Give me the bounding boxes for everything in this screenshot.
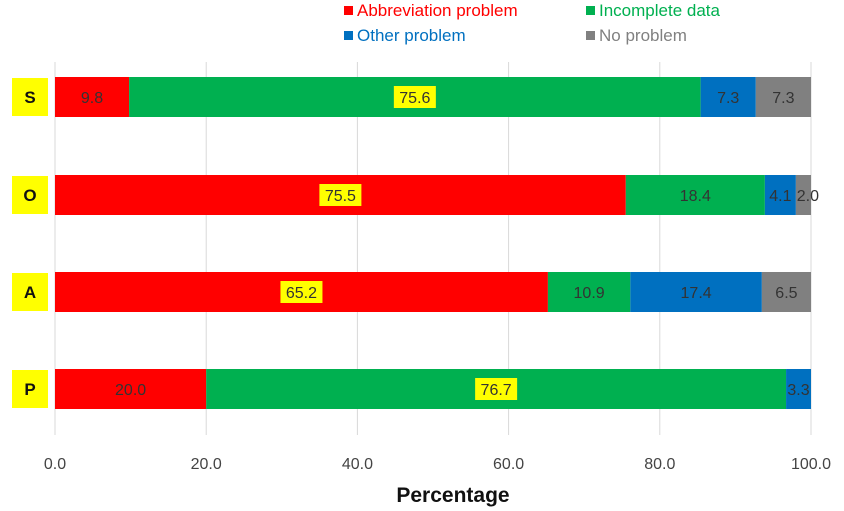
bar-segment (55, 77, 130, 117)
data-label: 2.0 (797, 188, 819, 205)
data-label: 17.4 (681, 285, 712, 302)
bar-segment (764, 175, 796, 215)
data-label: 6.5 (775, 285, 797, 302)
data-label: 3.3 (787, 382, 809, 399)
data-label-highlight (280, 281, 323, 303)
category-label-background (12, 78, 48, 116)
data-label: 4.1 (769, 188, 791, 205)
category-label: O (23, 186, 36, 205)
x-tick-label: 0.0 (44, 456, 66, 473)
data-label: 75.6 (399, 90, 430, 107)
data-label: 20.0 (115, 382, 146, 399)
data-label: 10.9 (574, 285, 605, 302)
legend-item: Incomplete data (586, 1, 721, 20)
bar-segment (795, 175, 811, 215)
legend-label: Other problem (357, 26, 466, 45)
legend-label: Incomplete data (599, 1, 721, 20)
x-tick-label: 100.0 (791, 456, 831, 473)
legend-swatch (344, 31, 353, 40)
bar-segment (547, 272, 631, 312)
category-label: A (24, 283, 36, 302)
bar-segment (700, 77, 756, 117)
bar-segment (630, 272, 762, 312)
category-labels: S O A P (12, 78, 48, 408)
x-tick-label: 40.0 (342, 456, 373, 473)
legend-item: Other problem (344, 26, 466, 45)
bars: 9.8 75.6 7.3 7.3 75.5 18.4 4.1 2.0 65.2 10.9 17.4 6… (55, 77, 819, 409)
bar-segment (755, 77, 811, 117)
legend-swatch (586, 6, 595, 15)
bar-segment (786, 369, 811, 409)
x-tick-labels: 0.0 20.0 40.0 60.0 80.0 100.0 (44, 456, 831, 473)
category-label-background (12, 370, 48, 408)
category-label: S (24, 88, 35, 107)
x-tick-label: 20.0 (191, 456, 222, 473)
legend-label: Abbreviation problem (357, 1, 518, 20)
data-label-highlight (475, 378, 518, 400)
category-label: P (24, 380, 35, 399)
legend-item: No problem (586, 26, 687, 45)
category-label-background (12, 176, 48, 214)
data-label-highlight (319, 184, 362, 206)
data-label: 7.3 (772, 90, 794, 107)
x-axis-title: Percentage (396, 484, 509, 507)
legend-item: Abbreviation problem (344, 1, 518, 20)
x-tick-label: 80.0 (644, 456, 675, 473)
legend-swatch (586, 31, 595, 40)
bar-segment (761, 272, 811, 312)
legend-label: No problem (599, 26, 687, 45)
data-label: 65.2 (286, 285, 317, 302)
data-label: 76.7 (481, 382, 512, 399)
data-label: 7.3 (717, 90, 739, 107)
bar-segment (625, 175, 765, 215)
data-label: 75.5 (325, 188, 356, 205)
bar-segment (55, 369, 207, 409)
data-label: 9.8 (81, 90, 103, 107)
data-label: 18.4 (680, 188, 711, 205)
category-label-background (12, 273, 48, 311)
data-label-highlight (393, 86, 436, 108)
x-tick-label: 60.0 (493, 456, 524, 473)
legend-swatch (344, 6, 353, 15)
legend: Abbreviation problem Incomplete data Other… (344, 1, 721, 45)
